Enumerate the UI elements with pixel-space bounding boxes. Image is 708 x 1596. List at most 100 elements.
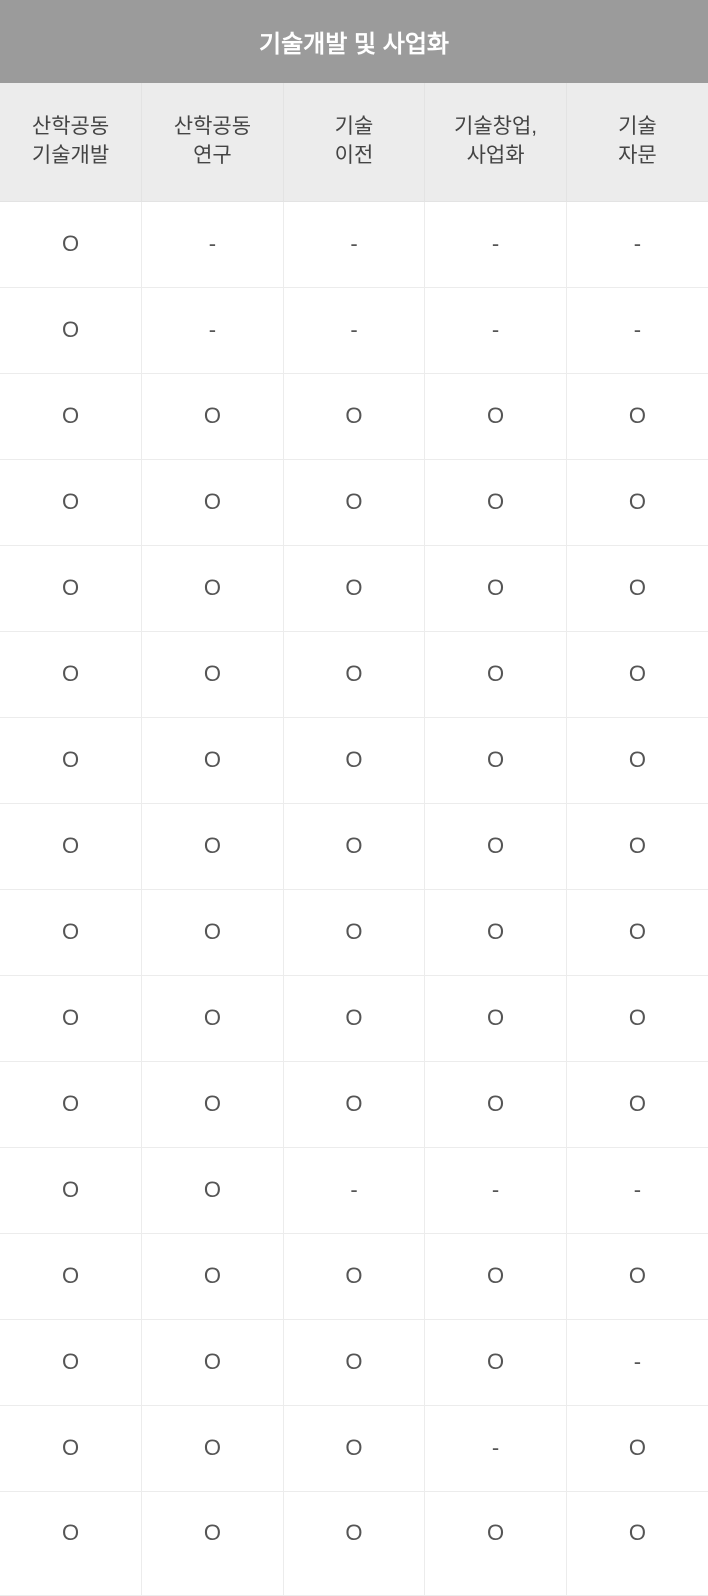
table-cell: O — [142, 1405, 284, 1491]
table-row: O---- — [0, 287, 708, 373]
table-row: OOOOO — [0, 631, 708, 717]
table-cell: - — [566, 1147, 708, 1233]
table-cell: O — [142, 373, 284, 459]
table-cell: O — [566, 717, 708, 803]
table-row: OOOOO — [0, 1491, 708, 1595]
table-row: OOOOO — [0, 803, 708, 889]
table-cell: O — [0, 459, 142, 545]
table-cell: O — [142, 1491, 284, 1595]
table-cell: - — [283, 1147, 425, 1233]
table-row: OOOOO — [0, 459, 708, 545]
table-title: 기술개발 및 사업화 — [0, 0, 708, 83]
table-cell: O — [0, 1061, 142, 1147]
table-cell: O — [283, 1233, 425, 1319]
table-cell: O — [142, 631, 284, 717]
table-body: O----O----OOOOOOOOOOOOOOOOOOOOOOOOOOOOOO… — [0, 201, 708, 1595]
table-cell: O — [566, 545, 708, 631]
table-cell: O — [283, 459, 425, 545]
table-cell: - — [425, 1147, 567, 1233]
table-cell: O — [0, 803, 142, 889]
tech-dev-table: 기술개발 및 사업화 산학공동기술개발 산학공동연구 기술이전 기술창업,사업화… — [0, 0, 708, 1596]
table-cell: O — [0, 1233, 142, 1319]
table-cell: O — [283, 889, 425, 975]
table-cell: O — [283, 545, 425, 631]
table-cell: O — [425, 459, 567, 545]
table-row: OOOOO — [0, 889, 708, 975]
table-cell: - — [142, 287, 284, 373]
table-row: OOOOO — [0, 717, 708, 803]
table-cell: O — [425, 717, 567, 803]
table-cell: O — [142, 1147, 284, 1233]
table-cell: O — [283, 1061, 425, 1147]
table-cell: - — [283, 201, 425, 287]
table-cell: O — [283, 1491, 425, 1595]
table-cell: O — [566, 1233, 708, 1319]
table-title-row: 기술개발 및 사업화 — [0, 0, 708, 83]
table-cell: - — [425, 1405, 567, 1491]
table-row: OOO-O — [0, 1405, 708, 1491]
table-row: OOOOO — [0, 975, 708, 1061]
table-cell: O — [283, 631, 425, 717]
table-cell: O — [0, 1319, 142, 1405]
table-cell: O — [0, 889, 142, 975]
table-row: OOOOO — [0, 1061, 708, 1147]
table-cell: O — [142, 975, 284, 1061]
table-row: O---- — [0, 201, 708, 287]
table-cell: O — [142, 545, 284, 631]
table-row: OOOOO — [0, 373, 708, 459]
table-cell: O — [566, 1491, 708, 1595]
table-cell: O — [142, 459, 284, 545]
table-cell: O — [283, 1319, 425, 1405]
table-cell: O — [566, 1061, 708, 1147]
table-cell: - — [566, 201, 708, 287]
table-cell: O — [0, 1147, 142, 1233]
table-cell: O — [425, 889, 567, 975]
table-cell: O — [142, 889, 284, 975]
table-cell: O — [0, 717, 142, 803]
table-cell: O — [566, 889, 708, 975]
table-cell: O — [566, 373, 708, 459]
table-cell: O — [142, 1233, 284, 1319]
table-cell: O — [425, 1233, 567, 1319]
table-cell: O — [425, 545, 567, 631]
table-cell: O — [425, 803, 567, 889]
table-cell: O — [425, 1061, 567, 1147]
table-cell: O — [425, 1491, 567, 1595]
table-cell: O — [283, 1405, 425, 1491]
table-cell: O — [0, 545, 142, 631]
table-cell: O — [142, 1061, 284, 1147]
col-header-3: 기술창업,사업화 — [425, 83, 567, 201]
table-cell: O — [0, 1491, 142, 1595]
table-cell: O — [0, 1405, 142, 1491]
table-cell: O — [283, 717, 425, 803]
table-cell: O — [566, 459, 708, 545]
table-cell: O — [0, 201, 142, 287]
table-cell: O — [0, 287, 142, 373]
table-cell: O — [142, 717, 284, 803]
table-cell: - — [142, 201, 284, 287]
table-cell: - — [566, 287, 708, 373]
table-cell: O — [0, 373, 142, 459]
table-row: OO--- — [0, 1147, 708, 1233]
table-cell: O — [283, 803, 425, 889]
table-cell: O — [0, 975, 142, 1061]
table-cell: - — [566, 1319, 708, 1405]
table-cell: - — [425, 287, 567, 373]
table-cell: O — [142, 1319, 284, 1405]
table-cell: O — [425, 1319, 567, 1405]
table-row: OOOO- — [0, 1319, 708, 1405]
table-cell: O — [0, 631, 142, 717]
table-cell: O — [283, 975, 425, 1061]
table-row: OOOOO — [0, 1233, 708, 1319]
table-cell: O — [283, 373, 425, 459]
table-header-row: 산학공동기술개발 산학공동연구 기술이전 기술창업,사업화 기술자문 — [0, 83, 708, 201]
table-cell: O — [566, 975, 708, 1061]
table-cell: O — [142, 803, 284, 889]
table-cell: O — [566, 631, 708, 717]
col-header-4: 기술자문 — [566, 83, 708, 201]
col-header-0: 산학공동기술개발 — [0, 83, 142, 201]
table-cell: O — [425, 631, 567, 717]
table-cell: - — [425, 201, 567, 287]
col-header-2: 기술이전 — [283, 83, 425, 201]
table-cell: O — [566, 1405, 708, 1491]
